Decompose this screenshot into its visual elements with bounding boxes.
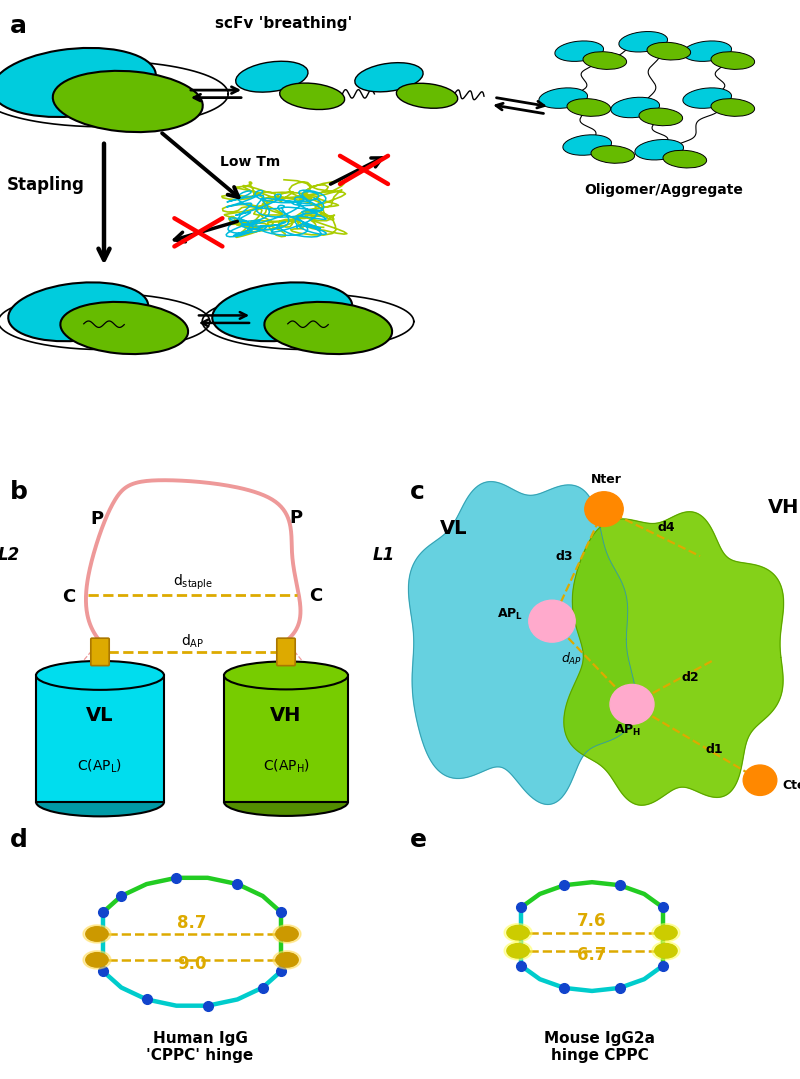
Ellipse shape [683, 87, 731, 108]
Text: Human IgG
'CPPC' hinge: Human IgG 'CPPC' hinge [146, 1032, 254, 1064]
Ellipse shape [619, 31, 667, 52]
Ellipse shape [591, 146, 634, 163]
Ellipse shape [212, 283, 352, 341]
Text: VL: VL [86, 707, 114, 725]
Circle shape [654, 943, 677, 958]
Circle shape [273, 951, 301, 969]
Text: $\mathregular{C(AP_L)}$: $\mathregular{C(AP_L)}$ [78, 757, 122, 775]
Ellipse shape [0, 47, 156, 117]
Circle shape [273, 925, 301, 943]
Circle shape [507, 926, 530, 940]
Text: $\mathregular{AP_L}$: $\mathregular{AP_L}$ [497, 606, 523, 622]
Circle shape [83, 925, 111, 943]
Text: VL: VL [440, 519, 467, 538]
Polygon shape [224, 675, 348, 802]
Ellipse shape [36, 661, 164, 689]
Polygon shape [564, 511, 783, 805]
Text: d3: d3 [555, 549, 573, 562]
Ellipse shape [224, 788, 348, 816]
Text: L1: L1 [373, 546, 395, 563]
Text: $\mathregular{C(AP_H)}$: $\mathregular{C(AP_H)}$ [262, 757, 310, 775]
Text: b: b [10, 480, 28, 504]
Text: d1: d1 [705, 743, 723, 756]
Text: Mouse IgG2a
hinge CPPC: Mouse IgG2a hinge CPPC [545, 1032, 655, 1064]
Circle shape [83, 951, 111, 969]
Ellipse shape [635, 139, 683, 160]
Text: P: P [289, 508, 302, 527]
Ellipse shape [563, 135, 611, 155]
Text: $d_{AP}$: $d_{AP}$ [562, 651, 582, 667]
Circle shape [654, 926, 677, 940]
Ellipse shape [555, 41, 603, 62]
Text: $\mathregular{d_{staple}}$: $\mathregular{d_{staple}}$ [173, 572, 213, 591]
Ellipse shape [639, 108, 682, 126]
Circle shape [276, 927, 298, 941]
Polygon shape [36, 675, 164, 802]
Text: e: e [410, 828, 427, 851]
Ellipse shape [663, 150, 706, 168]
Text: a: a [10, 14, 26, 38]
Text: L2: L2 [0, 546, 20, 563]
Ellipse shape [611, 97, 659, 118]
Text: Stapling: Stapling [6, 176, 84, 194]
Ellipse shape [567, 98, 610, 117]
Text: $\mathregular{AP_H}$: $\mathregular{AP_H}$ [614, 723, 642, 738]
Circle shape [652, 924, 680, 942]
Text: d2: d2 [681, 671, 699, 684]
Ellipse shape [711, 52, 754, 69]
FancyBboxPatch shape [277, 638, 295, 666]
Text: scFv 'breathing': scFv 'breathing' [215, 16, 353, 31]
Ellipse shape [583, 52, 626, 69]
Ellipse shape [60, 302, 188, 354]
Text: 7.6: 7.6 [578, 912, 606, 930]
Text: Oligomer/Aggregate: Oligomer/Aggregate [585, 183, 743, 197]
FancyBboxPatch shape [91, 638, 109, 666]
Circle shape [743, 765, 777, 795]
Ellipse shape [355, 63, 423, 92]
Ellipse shape [396, 83, 458, 108]
Ellipse shape [647, 42, 690, 60]
Text: VH: VH [270, 707, 302, 725]
Text: Cter: Cter [782, 779, 800, 792]
Ellipse shape [280, 83, 345, 110]
Ellipse shape [36, 788, 164, 817]
Circle shape [652, 942, 680, 960]
Text: Low Tm: Low Tm [220, 155, 280, 169]
Circle shape [529, 600, 575, 642]
Text: 8.7: 8.7 [178, 914, 206, 931]
Circle shape [504, 942, 532, 960]
Circle shape [610, 684, 654, 724]
Circle shape [585, 492, 623, 527]
Ellipse shape [264, 302, 392, 354]
Text: C: C [310, 587, 322, 604]
Text: VH: VH [768, 497, 799, 517]
Text: d: d [10, 828, 28, 851]
Ellipse shape [224, 661, 348, 689]
Text: $\mathregular{d_{AP}}$: $\mathregular{d_{AP}}$ [182, 632, 205, 650]
Circle shape [276, 953, 298, 967]
Text: Nter: Nter [590, 473, 622, 486]
Text: C: C [62, 588, 76, 606]
Ellipse shape [8, 283, 148, 341]
Ellipse shape [53, 71, 202, 132]
Text: 9.0: 9.0 [178, 955, 206, 973]
Text: d4: d4 [657, 521, 675, 534]
Ellipse shape [711, 98, 754, 117]
Text: c: c [410, 480, 425, 504]
Circle shape [86, 953, 108, 967]
Ellipse shape [236, 62, 308, 92]
Ellipse shape [539, 87, 587, 108]
Circle shape [507, 943, 530, 958]
Circle shape [504, 924, 532, 942]
Ellipse shape [683, 41, 731, 62]
Circle shape [86, 927, 108, 941]
Text: P: P [90, 510, 104, 529]
Text: 6.7: 6.7 [578, 946, 606, 964]
Polygon shape [409, 481, 636, 805]
